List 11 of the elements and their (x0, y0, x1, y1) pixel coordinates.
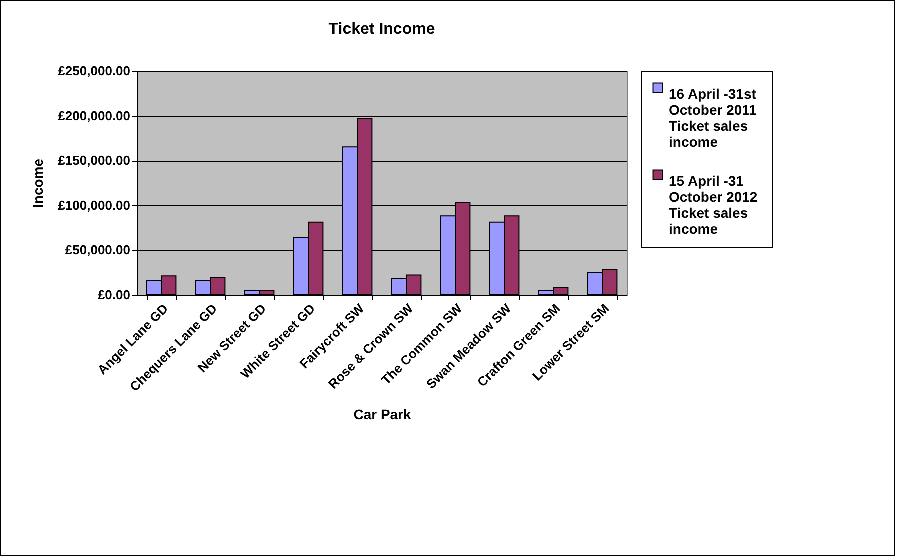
legend-label: 15 April -31 October 2012 Ticket sales income (669, 173, 758, 237)
y-tick-label: £50,000.00 (65, 242, 130, 258)
y-axis-title: Income (30, 158, 46, 208)
y-tick-label: £100,000.00 (58, 198, 130, 213)
y-tick-label: £150,000.00 (58, 153, 130, 168)
chart-title: Ticket Income (328, 21, 436, 38)
y-tick-label: £200,000.00 (58, 108, 130, 124)
legend-label: 16 April -31st October 2011 Ticket sales income (669, 86, 758, 150)
y-tick-label: £0.00 (98, 288, 130, 302)
x-axis-title: Car Park (354, 406, 412, 422)
y-tick-label: £250,000.00 (58, 64, 130, 78)
